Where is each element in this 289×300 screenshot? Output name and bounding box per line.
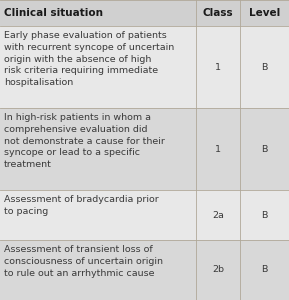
- Text: 2a: 2a: [212, 211, 224, 220]
- Text: Assessment of bradycardia prior
to pacing: Assessment of bradycardia prior to pacin…: [4, 195, 159, 216]
- Text: B: B: [261, 145, 268, 154]
- Text: Clinical situation: Clinical situation: [4, 8, 103, 18]
- Bar: [0, 108, 289, 190]
- Text: 1: 1: [215, 62, 221, 71]
- Bar: [0, 26, 289, 108]
- Text: B: B: [261, 211, 268, 220]
- Text: 1: 1: [215, 145, 221, 154]
- Text: In high-risk patients in whom a
comprehensive evaluation did
not demonstrate a c: In high-risk patients in whom a comprehe…: [4, 113, 165, 169]
- Text: Assessment of transient loss of
consciousness of uncertain origin
to rule out an: Assessment of transient loss of consciou…: [4, 245, 163, 278]
- Text: 2b: 2b: [212, 266, 224, 274]
- Text: B: B: [261, 266, 268, 274]
- Text: Class: Class: [203, 8, 233, 18]
- Text: B: B: [261, 62, 268, 71]
- Text: Early phase evaluation of patients
with recurrent syncope of uncertain
origin wi: Early phase evaluation of patients with …: [4, 31, 174, 87]
- Bar: [0, 240, 289, 300]
- Bar: [0, 0, 289, 26]
- Bar: [0, 190, 289, 240]
- Text: Level: Level: [249, 8, 280, 18]
